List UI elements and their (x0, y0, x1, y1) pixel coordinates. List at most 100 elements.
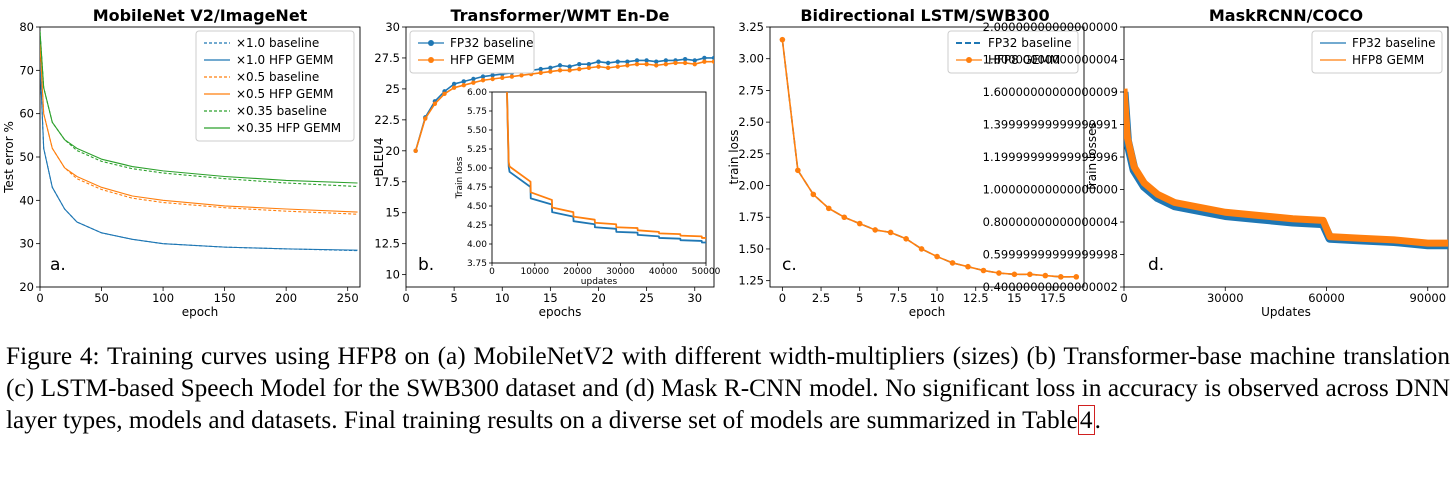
legend-label: ×0.35 HFP GEMM (236, 121, 341, 135)
y-tick-label: 0.40000000000000002 (983, 280, 1118, 294)
data-point (625, 59, 630, 64)
y-tick-label: 25 (385, 82, 400, 96)
x-tick-label: 250 (337, 291, 359, 305)
series-group (413, 55, 714, 154)
y-tick-label: 1.80000000000000004 (983, 53, 1118, 67)
chart-panel-d: MaskRCNN/COCO Updates Train losses 0 30000 60… (983, 6, 1449, 319)
data-point (795, 167, 801, 174)
data-point (856, 220, 863, 227)
y-tick-label: 70 (19, 63, 34, 77)
series-line-6 (40, 31, 358, 184)
y-tick-label: 10 (385, 268, 400, 282)
legend-marker (428, 57, 434, 63)
y-tick-label: 5.75 (467, 107, 487, 117)
data-point (1057, 274, 1064, 280)
data-point (644, 58, 649, 63)
data-point (663, 58, 669, 63)
x-axis-label: epochs (539, 305, 582, 319)
data-point (615, 64, 620, 69)
x-tick-label: 10 (495, 291, 510, 305)
x-tick-label: 50000 (692, 267, 721, 277)
chart-title: Transformer/WMT En-De (450, 6, 669, 25)
data-point (432, 101, 438, 106)
panel-letter: a. (50, 255, 66, 275)
data-point (1027, 271, 1033, 278)
table-reference-link[interactable]: 4 (1077, 405, 1095, 435)
data-point (461, 82, 466, 88)
data-point (682, 56, 688, 62)
y-tick-label: 2.00 (738, 179, 764, 193)
data-point (596, 64, 601, 69)
y-tick-label: 1.39999999999999991 (983, 118, 1118, 132)
data-point (596, 59, 601, 64)
legend-box (947, 30, 1079, 74)
y-tick-label: 2.25 (738, 147, 764, 161)
legend-box (195, 30, 355, 142)
y-axis-label: Train losses (1085, 122, 1099, 192)
y-axis-label: train loss (727, 130, 741, 185)
y-tick-label: 0.80000000000000004 (983, 215, 1118, 229)
data-point (711, 59, 714, 64)
legend-label: ×0.5 baseline (236, 70, 319, 84)
x-tick-label: 25 (639, 291, 654, 305)
data-point (692, 61, 697, 67)
caption-text: Training curves using HFP8 on (a) Mobile… (6, 342, 1450, 434)
data-point (461, 79, 466, 84)
x-tick-label: 17.5 (1040, 291, 1066, 305)
data-point (577, 61, 582, 67)
x-tick-label: 7.5 (889, 291, 907, 305)
x-tick-label: 0 (402, 291, 409, 305)
x-tick-label: 100 (152, 291, 174, 305)
data-point (934, 253, 940, 260)
inset-y-axis-label: Train loss (455, 156, 465, 199)
x-tick-label: 30000 (606, 267, 635, 277)
x-tick-label: 0 (1120, 291, 1127, 305)
y-tick-label: 1.19999999999999996 (983, 150, 1118, 164)
data-point (692, 58, 697, 63)
data-point (615, 59, 620, 64)
data-point (625, 63, 630, 68)
y-tick-label: 30 (19, 237, 34, 251)
legend-marker (428, 40, 434, 46)
y-tick-label: 15 (385, 206, 400, 220)
chart-panel-c: Bidirectional LSTM/SWB300 epoch train loss… (727, 6, 1085, 319)
x-tick-label: 15 (543, 291, 558, 305)
x-tick-label: 200 (275, 291, 297, 305)
panel-letter: b. (418, 255, 434, 275)
y-tick-label: 22.5 (374, 113, 400, 127)
legend-label: FP32 baseline (450, 36, 533, 50)
figure-caption: Figure 4: Training curves using HFP8 on … (6, 340, 1450, 436)
chart-title: Bidirectional LSTM/SWB300 (800, 6, 1049, 25)
data-point (872, 227, 878, 233)
x-tick-label: 20000 (563, 267, 592, 277)
data-point (779, 36, 786, 43)
data-point (538, 70, 543, 76)
x-tick-label: 5 (450, 291, 457, 305)
y-tick-label: 60 (19, 107, 34, 121)
data-point (480, 78, 486, 83)
data-point (490, 76, 495, 82)
y-tick-label: 3.25 (738, 20, 764, 34)
data-point (996, 270, 1002, 276)
data-point (605, 65, 611, 71)
x-tick-label: 0 (36, 291, 43, 305)
panel-letter: c. (782, 255, 797, 275)
y-tick-label: 1.60000000000000009 (983, 85, 1118, 99)
y-tick-label: 5.00 (467, 164, 487, 174)
data-point (538, 66, 543, 72)
data-point (480, 74, 486, 79)
legend-label: HFP8 GEMM (988, 53, 1060, 67)
x-tick-label: 0 (779, 291, 786, 305)
legend-box (409, 30, 535, 74)
data-point (586, 65, 592, 71)
x-tick-label: 50 (94, 291, 109, 305)
data-point (557, 68, 563, 73)
x-tick-label: 5 (856, 291, 863, 305)
series-line-2 (1124, 88, 1448, 247)
y-tick-label: 17.5 (374, 175, 400, 189)
x-tick-label: 30000 (1207, 291, 1244, 305)
legend-label: ×0.35 baseline (236, 104, 327, 118)
data-point (702, 59, 707, 64)
data-point (567, 68, 572, 73)
x-tick-label: 40000 (649, 267, 678, 277)
